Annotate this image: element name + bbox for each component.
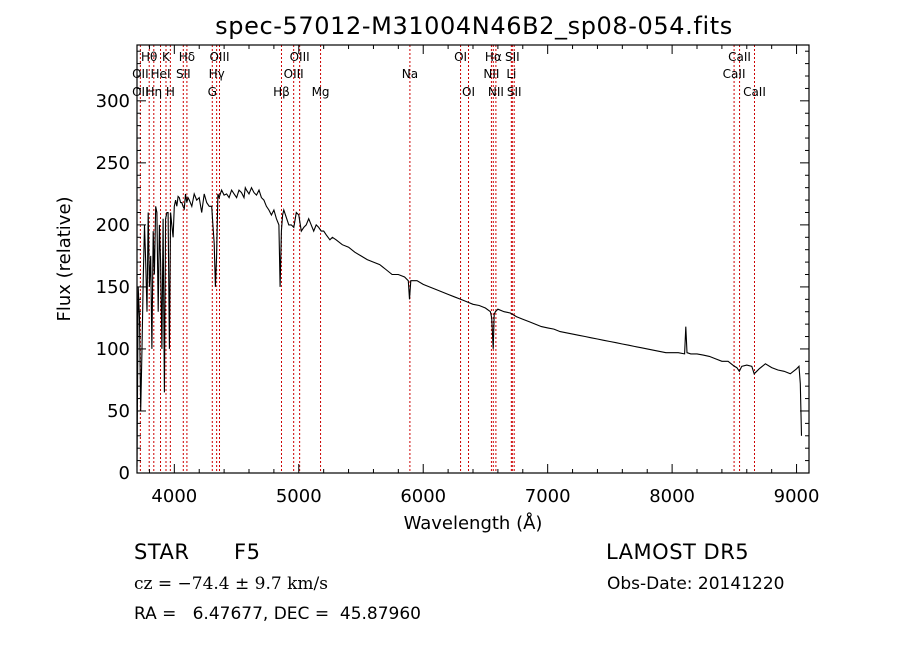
y-tick-label: 150: [96, 277, 130, 298]
spectral-line-label: CaII: [728, 50, 751, 64]
y-axis-label: Flux (relative): [54, 196, 75, 321]
spectral-line-label: Hη: [145, 85, 162, 99]
plot-frame: [136, 44, 810, 474]
y-tick-label: 300: [96, 91, 130, 112]
chart-title: spec-57012-M31004N46B2_sp08-054.fits: [215, 12, 733, 40]
survey-name: LAMOST DR5: [606, 540, 750, 564]
y-tick-label: 100: [96, 339, 130, 360]
spectral-line-label: Hβ: [273, 85, 290, 99]
spectral-line-label: OII: [132, 85, 149, 99]
x-tick-label: 5000: [276, 486, 322, 507]
x-tick-label: 8000: [649, 486, 695, 507]
spectral-line-label: Hα: [485, 50, 502, 64]
spectral-line-label: Hγ: [209, 67, 225, 81]
spectral-line-label: CaII: [723, 67, 746, 81]
spectral-line-label: SII: [507, 85, 522, 99]
spectral-line-label: NII: [483, 67, 499, 81]
spectral-line-label: K: [162, 50, 171, 64]
spectral-line-label: H: [166, 85, 175, 99]
y-tick-label: 50: [107, 401, 130, 422]
spectral-line-label: OI: [454, 50, 467, 64]
y-tick-label: 0: [119, 463, 130, 484]
spectral-line-label: Mg: [312, 85, 330, 99]
x-tick-label: 7000: [525, 486, 571, 507]
spectrum-line: [136, 185, 803, 467]
y-tick-label: 200: [96, 215, 130, 236]
object-subclass: F5: [234, 540, 261, 564]
spectral-line-label: Hδ: [179, 50, 195, 64]
spectral-line-label: Hθ: [141, 50, 157, 64]
coordinates: RA = 6.47677, DEC = 45.87960: [134, 604, 421, 624]
x-tick-label: 9000: [774, 486, 820, 507]
spectral-line-label: G: [208, 85, 217, 99]
spectral-line-label: OIII: [209, 50, 229, 64]
y-tick-label: 250: [96, 153, 130, 174]
spectral-line-label: OIII: [284, 67, 304, 81]
spectral-line-label: OIII: [290, 50, 310, 64]
x-tick-label: 4000: [151, 486, 197, 507]
spectral-line-label: HeI: [151, 67, 171, 81]
spectral-line-label: Na: [402, 67, 418, 81]
spectral-line-label: OI: [462, 85, 475, 99]
spectral-line-label: CaII: [743, 85, 766, 99]
spectral-line-label: Li: [506, 67, 516, 81]
x-tick-label: 6000: [400, 486, 446, 507]
obs-date: Obs-Date: 20141220: [607, 574, 785, 594]
spectral-line-label: SII: [505, 50, 520, 64]
x-axis-label: Wavelength (Å): [404, 512, 543, 534]
spectral-line-label: SII: [176, 67, 191, 81]
spectral-line-label: NII: [488, 85, 504, 99]
redshift-readout: cz = −74.4 ± 9.7 km/s: [134, 574, 328, 594]
spectral-line-label: OII: [132, 67, 149, 81]
object-class: STAR: [134, 540, 190, 564]
